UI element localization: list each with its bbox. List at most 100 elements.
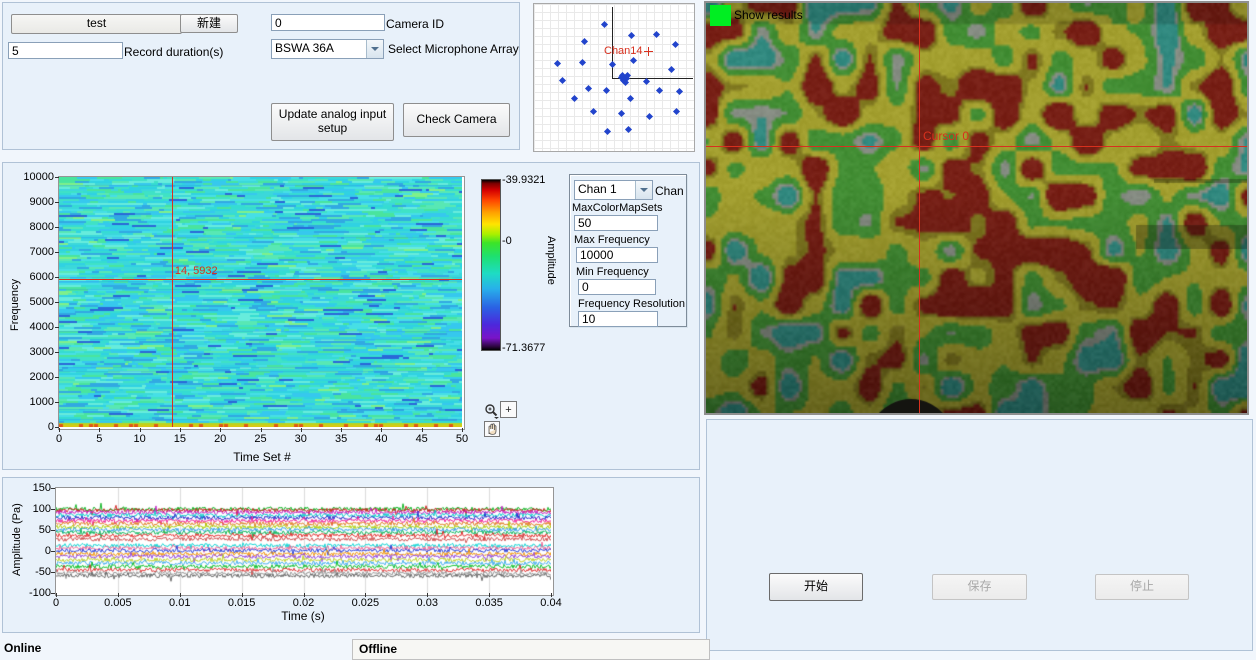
chan-value: Chan 1 (578, 182, 617, 196)
tick-label: -100 (28, 587, 51, 599)
pan-hand-icon[interactable] (484, 421, 500, 437)
min-frequency-input[interactable] (578, 279, 656, 295)
mic-array-plot: Chan14 (533, 3, 695, 152)
tick-label: 0.025 (351, 597, 380, 609)
mic-array-label: Select Microphone Array (388, 42, 519, 56)
tick-mark (99, 428, 101, 432)
colorbar-mid-label: -0 (502, 235, 512, 247)
mic-plot-axis-vertical (612, 7, 613, 79)
camera-cursor-hline[interactable] (706, 146, 1247, 147)
tick-label: 0 (47, 421, 54, 433)
tick-mark (55, 427, 59, 428)
tick-label: 9000 (29, 196, 54, 208)
tick-mark (303, 593, 305, 597)
min-frequency-label: Min Frequency (576, 266, 649, 278)
tick-label: 0 (44, 545, 51, 557)
mic-dot (617, 109, 626, 118)
mic-plot-axis-horizontal (612, 78, 693, 79)
mic-dot (570, 94, 579, 103)
mic-dot (589, 107, 598, 116)
mic-dot (624, 125, 633, 134)
tick-mark (55, 352, 59, 353)
session-name-box[interactable]: test (11, 14, 182, 34)
tick-mark (462, 428, 463, 432)
tick-label: 0.015 (227, 597, 256, 609)
camera-id-input[interactable] (271, 14, 385, 31)
tick-label: 0 (52, 597, 60, 609)
mic-dot (627, 31, 636, 40)
mic-dot (608, 60, 617, 69)
start-button[interactable]: 开始 (769, 573, 863, 601)
mic-array-dropdown[interactable]: BSWA 36A (271, 39, 384, 59)
tick-label: 50 (455, 433, 469, 445)
spectrogram-cursor-hline[interactable] (59, 278, 462, 280)
record-duration-input[interactable] (8, 42, 123, 59)
amplitude-colorbar (481, 179, 501, 351)
cursor-tool-icon[interactable]: + (500, 401, 517, 418)
tick-mark (179, 593, 181, 597)
tick-mark (365, 593, 367, 597)
status-offline: Offline (352, 639, 710, 660)
spectrogram-cursor-vline[interactable] (171, 177, 173, 427)
waveform-panel: Amplitude (Pa) Time (s) 150 100 50 0 -50 -100… (2, 477, 700, 633)
tick-mark (241, 593, 243, 597)
tick-label: 150 (32, 482, 51, 494)
spectrogram-cursor-label: 14, 5932 (174, 264, 218, 277)
tick-label: 1000 (29, 396, 54, 408)
max-frequency-input[interactable] (576, 247, 658, 263)
tick-label: 15 (173, 433, 187, 445)
tick-mark (59, 428, 60, 432)
tick-label: 0 (55, 433, 63, 445)
zoom-tool-icon[interactable] (484, 403, 500, 419)
tick-label: 40 (375, 433, 388, 445)
update-analog-input-button[interactable]: Update analog input setup (271, 103, 394, 141)
tick-label: 0.04 (540, 597, 562, 609)
camera-cursor-vline[interactable] (919, 3, 920, 413)
chan-label: Chan (655, 184, 684, 198)
maxcolormapsets-label: MaxColorMapSets (572, 202, 663, 214)
show-results-label: Show results (734, 8, 803, 22)
spectrogram-panel: 14, 5932 Frequency Time Set # -39.9321 -… (2, 162, 700, 470)
mic-dot (671, 40, 680, 49)
mic-dot (652, 30, 661, 39)
tick-mark (489, 593, 491, 597)
tick-mark (55, 202, 59, 203)
record-duration-label: Record duration(s) (124, 45, 224, 59)
max-frequency-label: Max Frequency (574, 234, 650, 246)
mic-dot (558, 76, 567, 85)
camera-canvas[interactable] (706, 3, 1247, 413)
tick-mark (51, 488, 55, 489)
tick-mark (179, 428, 181, 432)
maxcolormapsets-input[interactable] (574, 215, 658, 231)
tick-label: -50 (35, 566, 51, 578)
mic-dot (667, 65, 676, 74)
mic-dot (584, 84, 593, 93)
show-results-checkbox[interactable] (710, 5, 731, 26)
chevron-down-icon[interactable] (366, 40, 383, 58)
tick-mark (55, 227, 59, 228)
tick-mark (55, 302, 59, 303)
tick-label: 8000 (29, 221, 54, 233)
save-button[interactable]: 保存 (932, 574, 1027, 600)
stop-button[interactable]: 停止 (1095, 574, 1189, 600)
tick-label: 25 (254, 433, 267, 445)
check-camera-button[interactable]: Check Camera (403, 103, 510, 137)
tick-mark (55, 327, 59, 328)
mic-dot (600, 20, 609, 29)
tick-label: 10 (133, 433, 146, 445)
chevron-down-icon[interactable] (635, 181, 652, 199)
spectrogram-canvas[interactable] (59, 177, 462, 427)
tick-mark (260, 428, 262, 432)
mic-dot (629, 56, 638, 65)
mic-dot (655, 86, 664, 95)
chan-dropdown[interactable]: Chan 1 (574, 180, 653, 200)
tick-label: 0.005 (104, 597, 132, 609)
tick-mark (341, 428, 343, 432)
tick-label: 0.01 (169, 597, 191, 609)
tick-label: 10000 (23, 171, 54, 183)
chan-cursor-label: Chan14 (604, 45, 643, 57)
new-session-button[interactable]: 新建 (180, 14, 238, 33)
frequency-resolution-input[interactable] (578, 311, 658, 327)
tick-label: 50 (38, 524, 51, 536)
tick-label: 20 (214, 433, 227, 445)
